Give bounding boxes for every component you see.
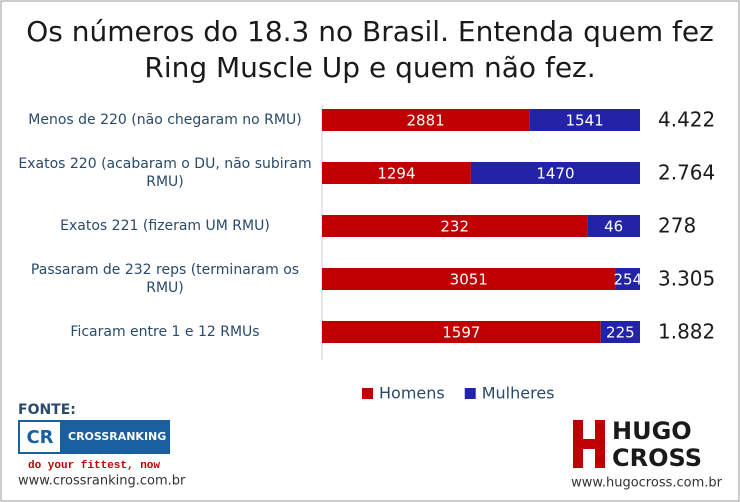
data-label: 2881: [406, 112, 444, 130]
right-url: www.hugocross.com.br: [571, 476, 723, 491]
bar-segment: [322, 109, 530, 131]
bar-segment: [322, 215, 588, 237]
data-label: 1294: [377, 165, 415, 183]
legend-swatch: [362, 388, 373, 399]
data-label: 254: [613, 271, 642, 289]
data-label: 225: [606, 324, 635, 342]
data-label: 1541: [565, 112, 603, 130]
cr-tagline: do your fittest, now: [28, 460, 160, 472]
category-label: Passaram de 232 reps (terminaram os RMU): [30, 262, 300, 296]
category-label: Menos de 220 (não chegaram no RMU): [28, 112, 302, 128]
legend-swatch: [464, 388, 476, 399]
bar-segment: [322, 268, 616, 290]
total-label: 278: [658, 214, 696, 238]
bar-segment: [529, 109, 640, 131]
data-label: 3051: [450, 271, 488, 289]
cr-name: CROSSRANKING: [68, 430, 166, 443]
bar-segment: [600, 321, 640, 343]
chart-title: Os números do 18.3 no Brasil. Entenda qu…: [26, 15, 714, 84]
left-url: www.crossranking.com.br: [18, 474, 186, 489]
category-label: Exatos 221 (fizeram UM RMU): [60, 218, 270, 234]
total-label: 2.764: [658, 161, 715, 185]
legend-label: Homens: [379, 384, 445, 403]
total-label: 1.882: [658, 320, 715, 344]
category-label: Exatos 220 (acabaram o DU, não subiram R…: [18, 156, 312, 190]
source-label: FONTE:: [18, 402, 76, 418]
cr-logo-inner: [20, 422, 60, 452]
hc-bottom: CROSS: [612, 444, 702, 472]
bar-segment: [322, 162, 471, 184]
category-label: Ficaram entre 1 e 12 RMUs: [70, 324, 260, 340]
bar-segment: [615, 268, 640, 290]
hc-logo-mark: [573, 420, 605, 468]
cr-initials: CR: [26, 427, 53, 448]
bar-segment: [322, 321, 601, 343]
bar-segment: [470, 162, 640, 184]
data-label: 232: [440, 218, 469, 236]
legend-label: Mulheres: [482, 384, 555, 403]
total-label: 4.422: [658, 108, 715, 132]
hc-top: HUGO: [612, 417, 692, 445]
bar-segment: [587, 215, 640, 237]
data-label: 1597: [442, 324, 480, 342]
data-label: 46: [604, 218, 623, 236]
total-label: 3.305: [658, 267, 715, 291]
data-label: 1470: [536, 165, 574, 183]
